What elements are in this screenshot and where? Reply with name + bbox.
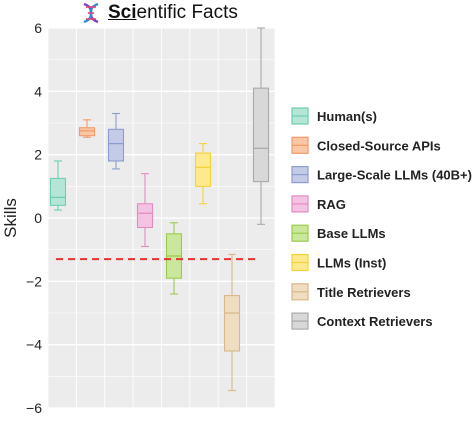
- legend-item: Context Retrievers: [291, 312, 433, 330]
- y-tick-label: −6: [26, 400, 42, 416]
- title-prefix: Sci: [108, 2, 137, 23]
- legend-item: RAG: [291, 195, 346, 213]
- box-iqr: [194, 152, 212, 187]
- grid: [47, 27, 276, 409]
- legend-label: Context Retrievers: [317, 314, 433, 329]
- y-tick-label: 0: [34, 210, 42, 226]
- box-context-retrievers: [252, 27, 270, 225]
- legend-item: Human(s): [291, 107, 377, 125]
- legend-label: Closed-Source APIs: [317, 138, 441, 153]
- y-tick-label: 6: [34, 20, 42, 36]
- box-llms-inst: [194, 143, 212, 205]
- box-base-llms: [165, 222, 183, 295]
- dna-icon: [83, 2, 99, 24]
- box-iqr: [49, 177, 67, 206]
- legend-label: Title Retrievers: [317, 285, 411, 300]
- y-tick-label: 2: [34, 147, 42, 163]
- box-large-scale-llms-40b: [107, 112, 125, 170]
- title-rest: entific Facts: [136, 2, 238, 23]
- y-axis-label: Skills: [1, 198, 20, 238]
- box-iqr: [252, 87, 270, 183]
- box-iqr: [107, 128, 125, 162]
- legend-label: Human(s): [317, 109, 377, 124]
- y-axis-ticks: 6 4 2 0 −2 −4 −6: [26, 20, 42, 416]
- chart-title: Scientific Facts: [80, 2, 238, 24]
- box-human-s: [49, 160, 67, 211]
- legend-label: RAG: [317, 197, 346, 212]
- legend-label: LLMs (Inst): [317, 256, 386, 271]
- y-tick-label: −2: [26, 273, 42, 289]
- box-iqr: [136, 203, 154, 229]
- chart-title-text: Scientific Facts: [108, 2, 238, 24]
- boxes: [49, 27, 270, 392]
- y-tick-label: −4: [26, 337, 42, 353]
- legend-label: Base LLMs: [317, 226, 386, 241]
- box-iqr: [223, 295, 241, 352]
- box-iqr: [78, 127, 96, 137]
- legend-item: Base LLMs: [291, 224, 386, 242]
- legend-item: Title Retrievers: [291, 283, 411, 301]
- box-title-retrievers: [223, 253, 241, 392]
- box-closed-source-apis: [78, 119, 96, 138]
- y-tick-label: 4: [34, 83, 42, 99]
- legend-item: Large-Scale LLMs (40B+): [291, 166, 472, 184]
- legend: Human(s) Closed-Source APIs Large-Scale LL…: [291, 107, 472, 330]
- legend-item: Closed-Source APIs: [291, 136, 441, 154]
- legend-item: LLMs (Inst): [291, 253, 386, 272]
- legend-label: Large-Scale LLMs (40B+): [317, 168, 472, 183]
- box-rag: [136, 173, 154, 248]
